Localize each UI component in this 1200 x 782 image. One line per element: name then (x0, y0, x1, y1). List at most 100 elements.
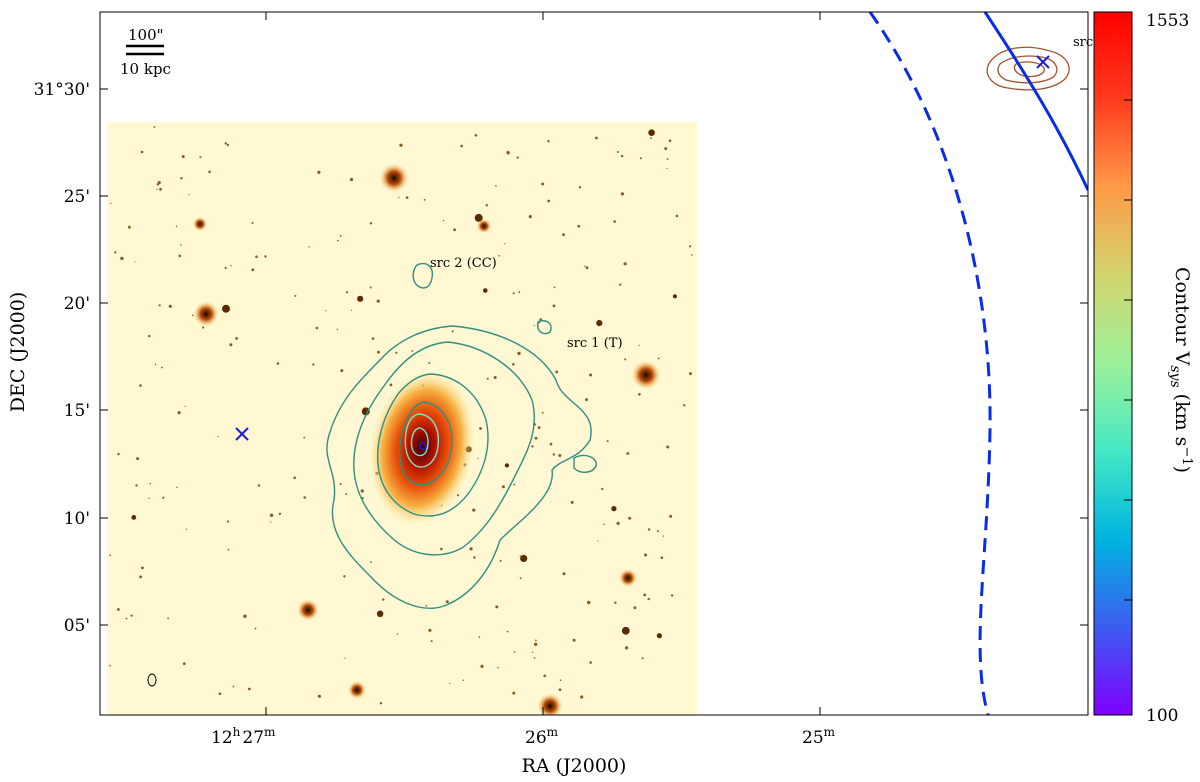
star (479, 427, 482, 430)
star (623, 262, 627, 266)
star (620, 154, 624, 158)
star (361, 407, 370, 416)
y-tick-label-05: 05' (64, 616, 90, 636)
star (127, 225, 131, 229)
star (158, 304, 161, 307)
star (578, 186, 582, 189)
star (162, 496, 165, 499)
src2-label: src 2 (CC) (430, 256, 497, 271)
primary-beam-solid-circle (983, 12, 1088, 191)
star (270, 521, 272, 523)
y-tick-label-20: 20' (64, 294, 90, 314)
star (577, 224, 581, 228)
star (337, 239, 339, 242)
star (376, 299, 380, 303)
star (474, 134, 478, 137)
star (224, 266, 227, 269)
star (425, 605, 428, 607)
star (643, 593, 647, 597)
star (222, 304, 230, 313)
star (614, 601, 617, 604)
star (531, 445, 534, 448)
star (185, 528, 187, 530)
star (202, 326, 205, 329)
star (360, 489, 364, 493)
star (541, 411, 544, 414)
star (584, 265, 586, 267)
star (182, 662, 186, 666)
star (181, 155, 185, 159)
primary-beam-dashed-circle (868, 12, 992, 715)
star (130, 614, 133, 617)
star (534, 642, 538, 646)
star (315, 326, 319, 330)
hi-contour-2 (353, 341, 536, 556)
star (633, 606, 637, 610)
src7-contours (986, 46, 1070, 91)
x-tick-label-26m: 26m (525, 725, 559, 748)
star (497, 666, 499, 669)
hi-contour-fragment (573, 454, 597, 473)
star (647, 597, 650, 601)
star (606, 440, 609, 443)
star (339, 235, 342, 237)
star (597, 540, 599, 542)
star (303, 496, 307, 499)
star (120, 256, 124, 261)
star (628, 516, 632, 520)
star (559, 679, 562, 681)
star (136, 457, 140, 461)
star (552, 304, 556, 308)
star (428, 628, 432, 632)
star (227, 548, 230, 551)
star (430, 640, 433, 643)
star (585, 398, 588, 402)
star (229, 343, 233, 347)
star (114, 251, 117, 254)
star (109, 554, 111, 556)
star (269, 513, 274, 517)
star (666, 445, 670, 449)
beam-ellipse (147, 673, 157, 687)
star (638, 393, 641, 396)
star (396, 633, 399, 635)
star (589, 373, 593, 377)
star (339, 483, 342, 486)
star (140, 150, 144, 154)
star (683, 404, 686, 407)
star (572, 638, 576, 642)
star (532, 651, 534, 653)
plot-frame (99, 11, 1089, 716)
star (644, 553, 648, 557)
star (168, 304, 172, 308)
star (619, 283, 622, 286)
star (208, 170, 211, 174)
star (480, 664, 484, 669)
x-axis-label: RA (J2000) (522, 755, 627, 777)
star (495, 605, 499, 609)
star (656, 633, 663, 639)
star (516, 156, 519, 159)
colorbar-min-label: 100 (1146, 706, 1178, 726)
star (611, 506, 617, 512)
star (469, 547, 473, 551)
background-stars (109, 126, 693, 715)
star (451, 330, 454, 333)
star (558, 454, 562, 457)
bright-star (631, 360, 661, 390)
star (616, 151, 619, 153)
bright-star (619, 569, 637, 587)
colorbar (1093, 11, 1133, 716)
star (513, 651, 516, 653)
star (675, 214, 679, 218)
star (257, 484, 261, 487)
star (312, 363, 315, 366)
star (670, 594, 674, 597)
hi-contour-4 (398, 401, 453, 486)
src2-contour (412, 262, 434, 289)
star (541, 182, 545, 186)
star (376, 610, 384, 618)
star (689, 245, 692, 248)
star (159, 187, 162, 191)
